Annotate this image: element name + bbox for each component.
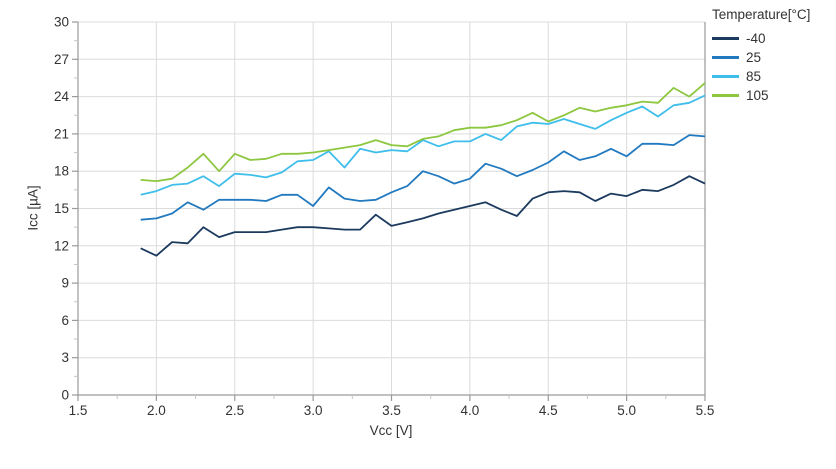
x-tick-labels: 1.5 2.0 2.5 3.0 3.5 4.0 4.5 5.0 5.5 xyxy=(69,403,715,418)
svg-text:4.0: 4.0 xyxy=(460,403,479,418)
svg-text:1.5: 1.5 xyxy=(69,403,88,418)
legend-label: 85 xyxy=(746,69,762,84)
svg-text:18: 18 xyxy=(54,164,69,179)
svg-text:4.5: 4.5 xyxy=(539,403,558,418)
legend-item-85[interactable]: 85 xyxy=(712,67,832,86)
svg-text:2.0: 2.0 xyxy=(147,403,166,418)
legend-line-swatch xyxy=(712,37,739,40)
legend-item-25[interactable]: 25 xyxy=(712,48,832,67)
legend-label: 105 xyxy=(746,88,769,103)
legend-item-minus40[interactable]: -40 xyxy=(712,29,832,48)
legend-line-swatch xyxy=(712,94,739,97)
svg-text:3.0: 3.0 xyxy=(304,403,323,418)
y-axis-title: Icc [µA] xyxy=(25,185,41,231)
y-tick-labels: 0 3 6 9 12 15 18 21 24 27 30 xyxy=(54,15,70,403)
legend: Temperature[°C] -40 25 85 105 xyxy=(712,7,832,105)
legend-item-105[interactable]: 105 xyxy=(712,86,832,105)
gridlines xyxy=(78,21,705,395)
legend-line-swatch xyxy=(712,75,739,78)
svg-text:0: 0 xyxy=(61,388,69,403)
svg-text:27: 27 xyxy=(54,52,69,67)
series-lines xyxy=(140,82,706,257)
series-line-25 xyxy=(140,134,706,221)
x-axis-title: Vcc [V] xyxy=(369,423,413,438)
svg-text:24: 24 xyxy=(54,89,70,104)
svg-text:5.5: 5.5 xyxy=(696,403,715,418)
series-line-85 xyxy=(140,94,706,196)
svg-text:12: 12 xyxy=(54,238,69,253)
tick-marks xyxy=(72,21,706,401)
svg-text:5.0: 5.0 xyxy=(617,403,636,418)
legend-title: Temperature[°C] xyxy=(712,7,811,22)
svg-text:30: 30 xyxy=(54,15,69,30)
legend-label: -40 xyxy=(746,31,766,46)
svg-text:21: 21 xyxy=(54,126,69,141)
series-line--40 xyxy=(140,175,706,257)
svg-text:9: 9 xyxy=(61,276,69,291)
svg-text:3.5: 3.5 xyxy=(382,403,401,418)
legend-line-swatch xyxy=(712,56,739,59)
svg-text:2.5: 2.5 xyxy=(225,403,244,418)
svg-text:3: 3 xyxy=(61,350,69,365)
series-line-105 xyxy=(140,82,706,183)
svg-text:6: 6 xyxy=(61,313,69,328)
svg-text:15: 15 xyxy=(54,201,69,216)
legend-label: 25 xyxy=(746,50,762,65)
